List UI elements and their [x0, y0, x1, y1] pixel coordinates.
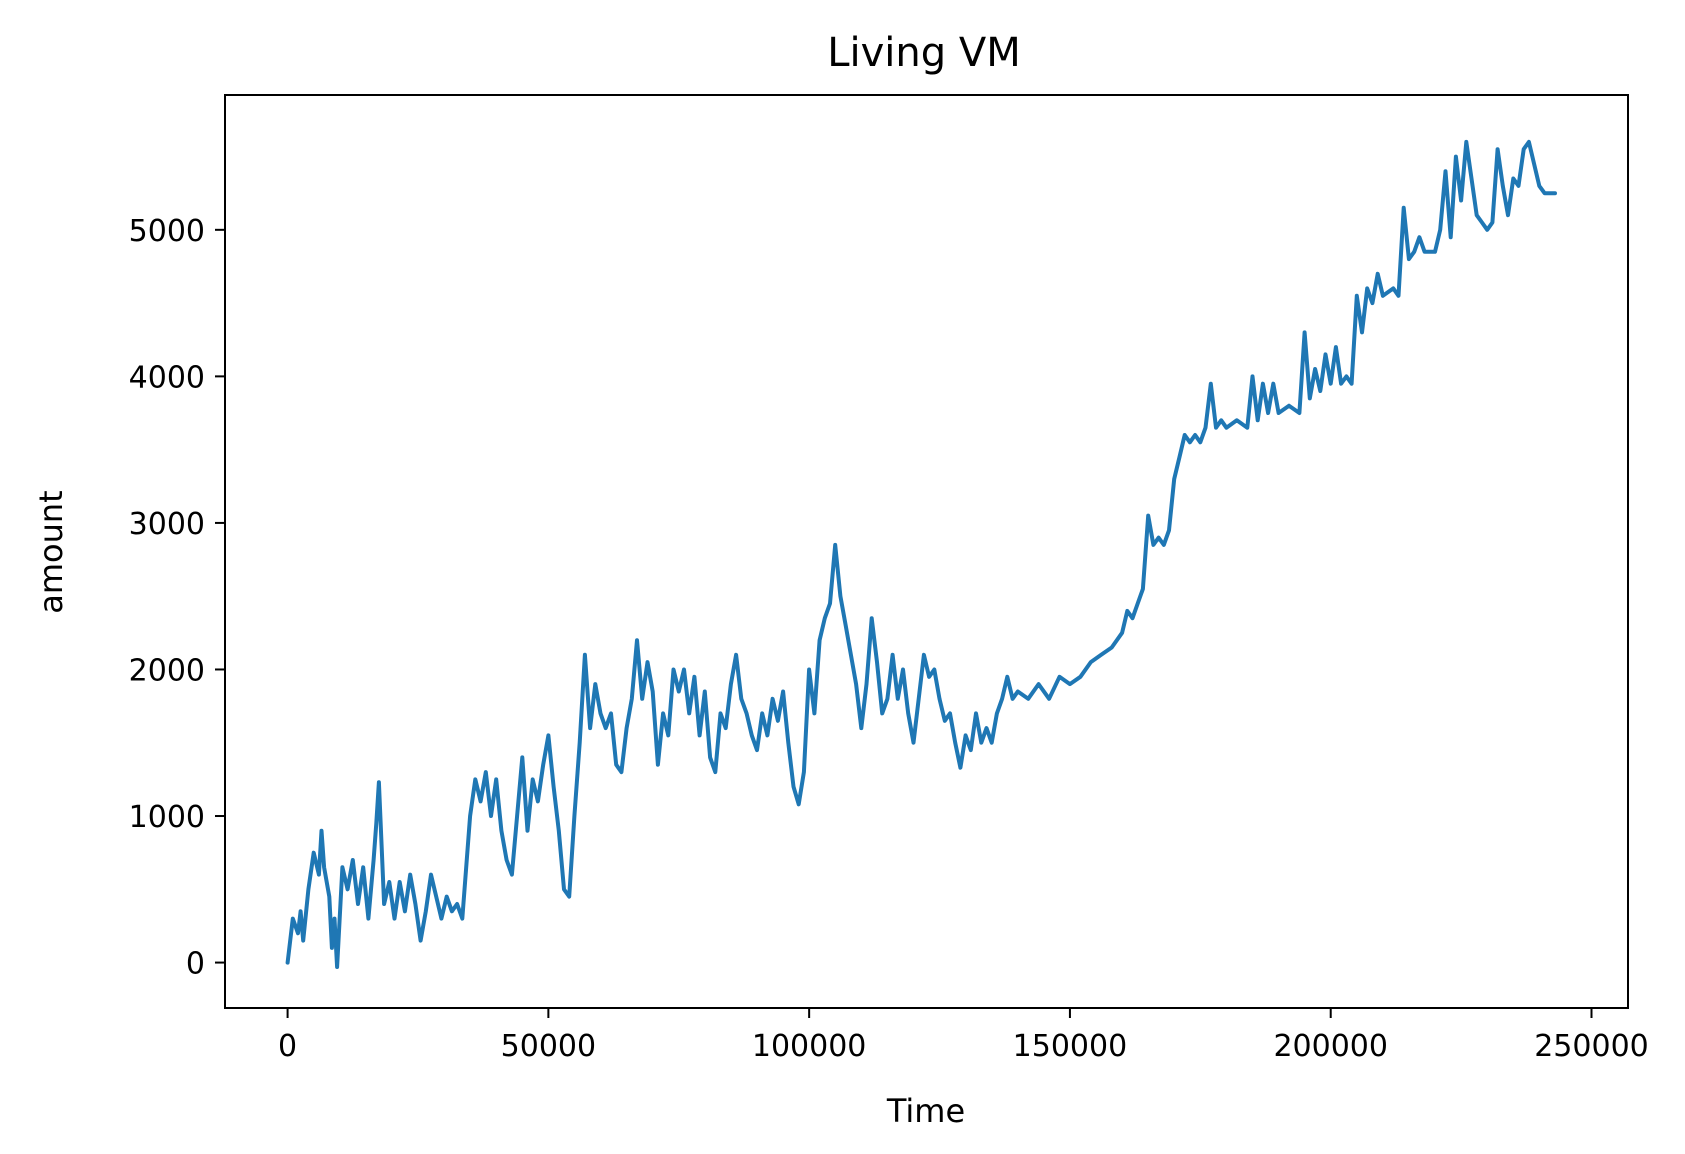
chart-title: Living VM	[827, 30, 1021, 76]
x-tick-label: 150000	[1013, 1029, 1128, 1064]
y-tick-label: 2000	[129, 653, 205, 688]
y-axis-label: amount	[32, 490, 70, 613]
y-tick-label: 0	[186, 947, 205, 982]
y-tick-label: 3000	[129, 507, 205, 542]
x-tick-label: 100000	[752, 1029, 867, 1064]
series-group	[285, 139, 1557, 969]
x-tick-label: 250000	[1534, 1029, 1649, 1064]
y-tick-label: 5000	[129, 214, 205, 249]
y-axis: 0 1000 2000 3000 4000 5000	[129, 214, 225, 982]
x-tick-label: 200000	[1273, 1029, 1388, 1064]
x-tick-label: 0	[278, 1029, 297, 1064]
series-line	[285, 139, 1557, 969]
y-tick-label: 1000	[129, 800, 205, 835]
x-axis: 0 50000 100000 150000 200000 250000	[278, 1008, 1649, 1064]
x-tick-label: 50000	[501, 1029, 596, 1064]
y-tick-label: 4000	[129, 360, 205, 395]
x-axis-label: Time	[886, 1092, 965, 1130]
plot-area-frame	[224, 94, 1629, 1009]
